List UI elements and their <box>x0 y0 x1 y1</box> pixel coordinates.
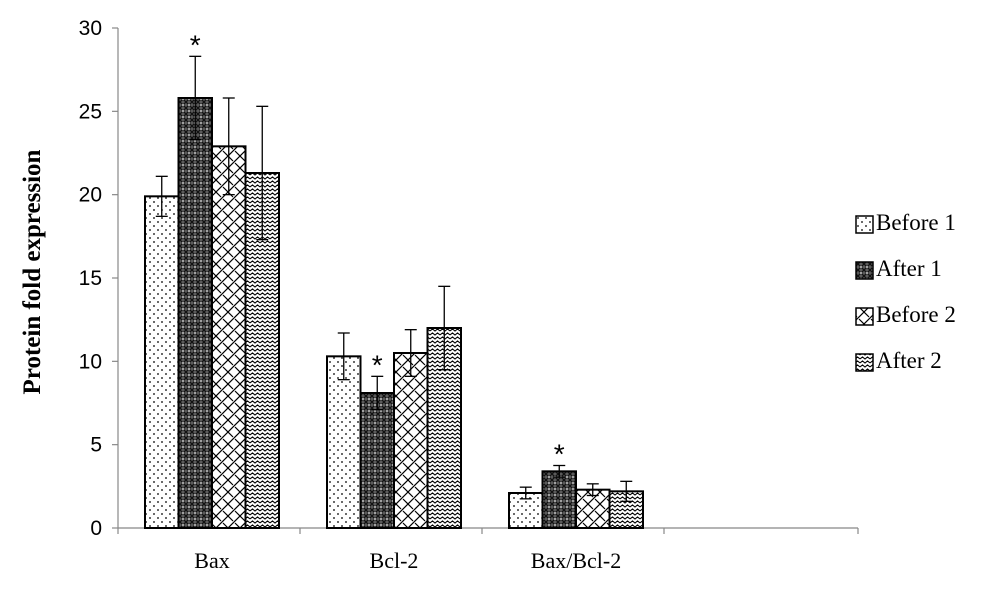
error-bars <box>155 55 633 502</box>
y-tick-label: 10 <box>79 350 102 373</box>
y-tick-label: 0 <box>90 517 102 540</box>
bar-before-2-bcl-2 <box>393 352 429 529</box>
legend-label: After 2 <box>876 348 942 373</box>
bar-after-1-bcl-2 <box>359 392 395 529</box>
bar-before-1-bcl-2 <box>326 355 362 530</box>
bar-before-1-bax <box>144 195 180 529</box>
legend-label: After 1 <box>876 256 942 281</box>
y-tick-label: 30 <box>79 17 102 40</box>
bar-before-2-bax <box>211 145 247 529</box>
y-tick-label: 15 <box>79 267 102 290</box>
bar-after-1-bax <box>177 97 213 529</box>
legend-item: Before 2 <box>855 302 956 327</box>
y-tick-label: 25 <box>79 100 102 123</box>
x-category-label: Bax/Bcl-2 <box>531 548 621 573</box>
legend-swatch <box>855 307 874 326</box>
significance-asterisk: * <box>554 439 565 470</box>
axes: 0 5 10 15 20 25 30 Bax Bcl-2 Bax/Bcl-2 <box>79 17 859 573</box>
y-axis-label: Protein fold expression <box>19 149 46 394</box>
x-category-label: Bax <box>194 548 229 573</box>
y-tick-label: 5 <box>90 434 102 457</box>
legend-item: After 1 <box>855 256 942 281</box>
annotations: * * * <box>190 29 565 469</box>
x-category-label: Bcl-2 <box>370 548 419 573</box>
legend: Before 1 After 1 Before 2 After 2 <box>855 210 956 373</box>
legend-label: Before 2 <box>876 302 956 327</box>
legend-item: After 2 <box>855 348 942 373</box>
significance-asterisk: * <box>372 349 383 380</box>
legend-label: Before 1 <box>876 210 956 235</box>
legend-item: Before 1 <box>855 210 956 235</box>
significance-asterisk: * <box>190 29 201 60</box>
legend-swatch <box>855 353 874 372</box>
legend-swatch <box>855 261 874 280</box>
bar-after-1-bax-bcl-2 <box>541 470 577 530</box>
y-tick-label: 20 <box>79 184 102 207</box>
legend-swatch <box>855 215 874 234</box>
bars <box>144 97 644 530</box>
